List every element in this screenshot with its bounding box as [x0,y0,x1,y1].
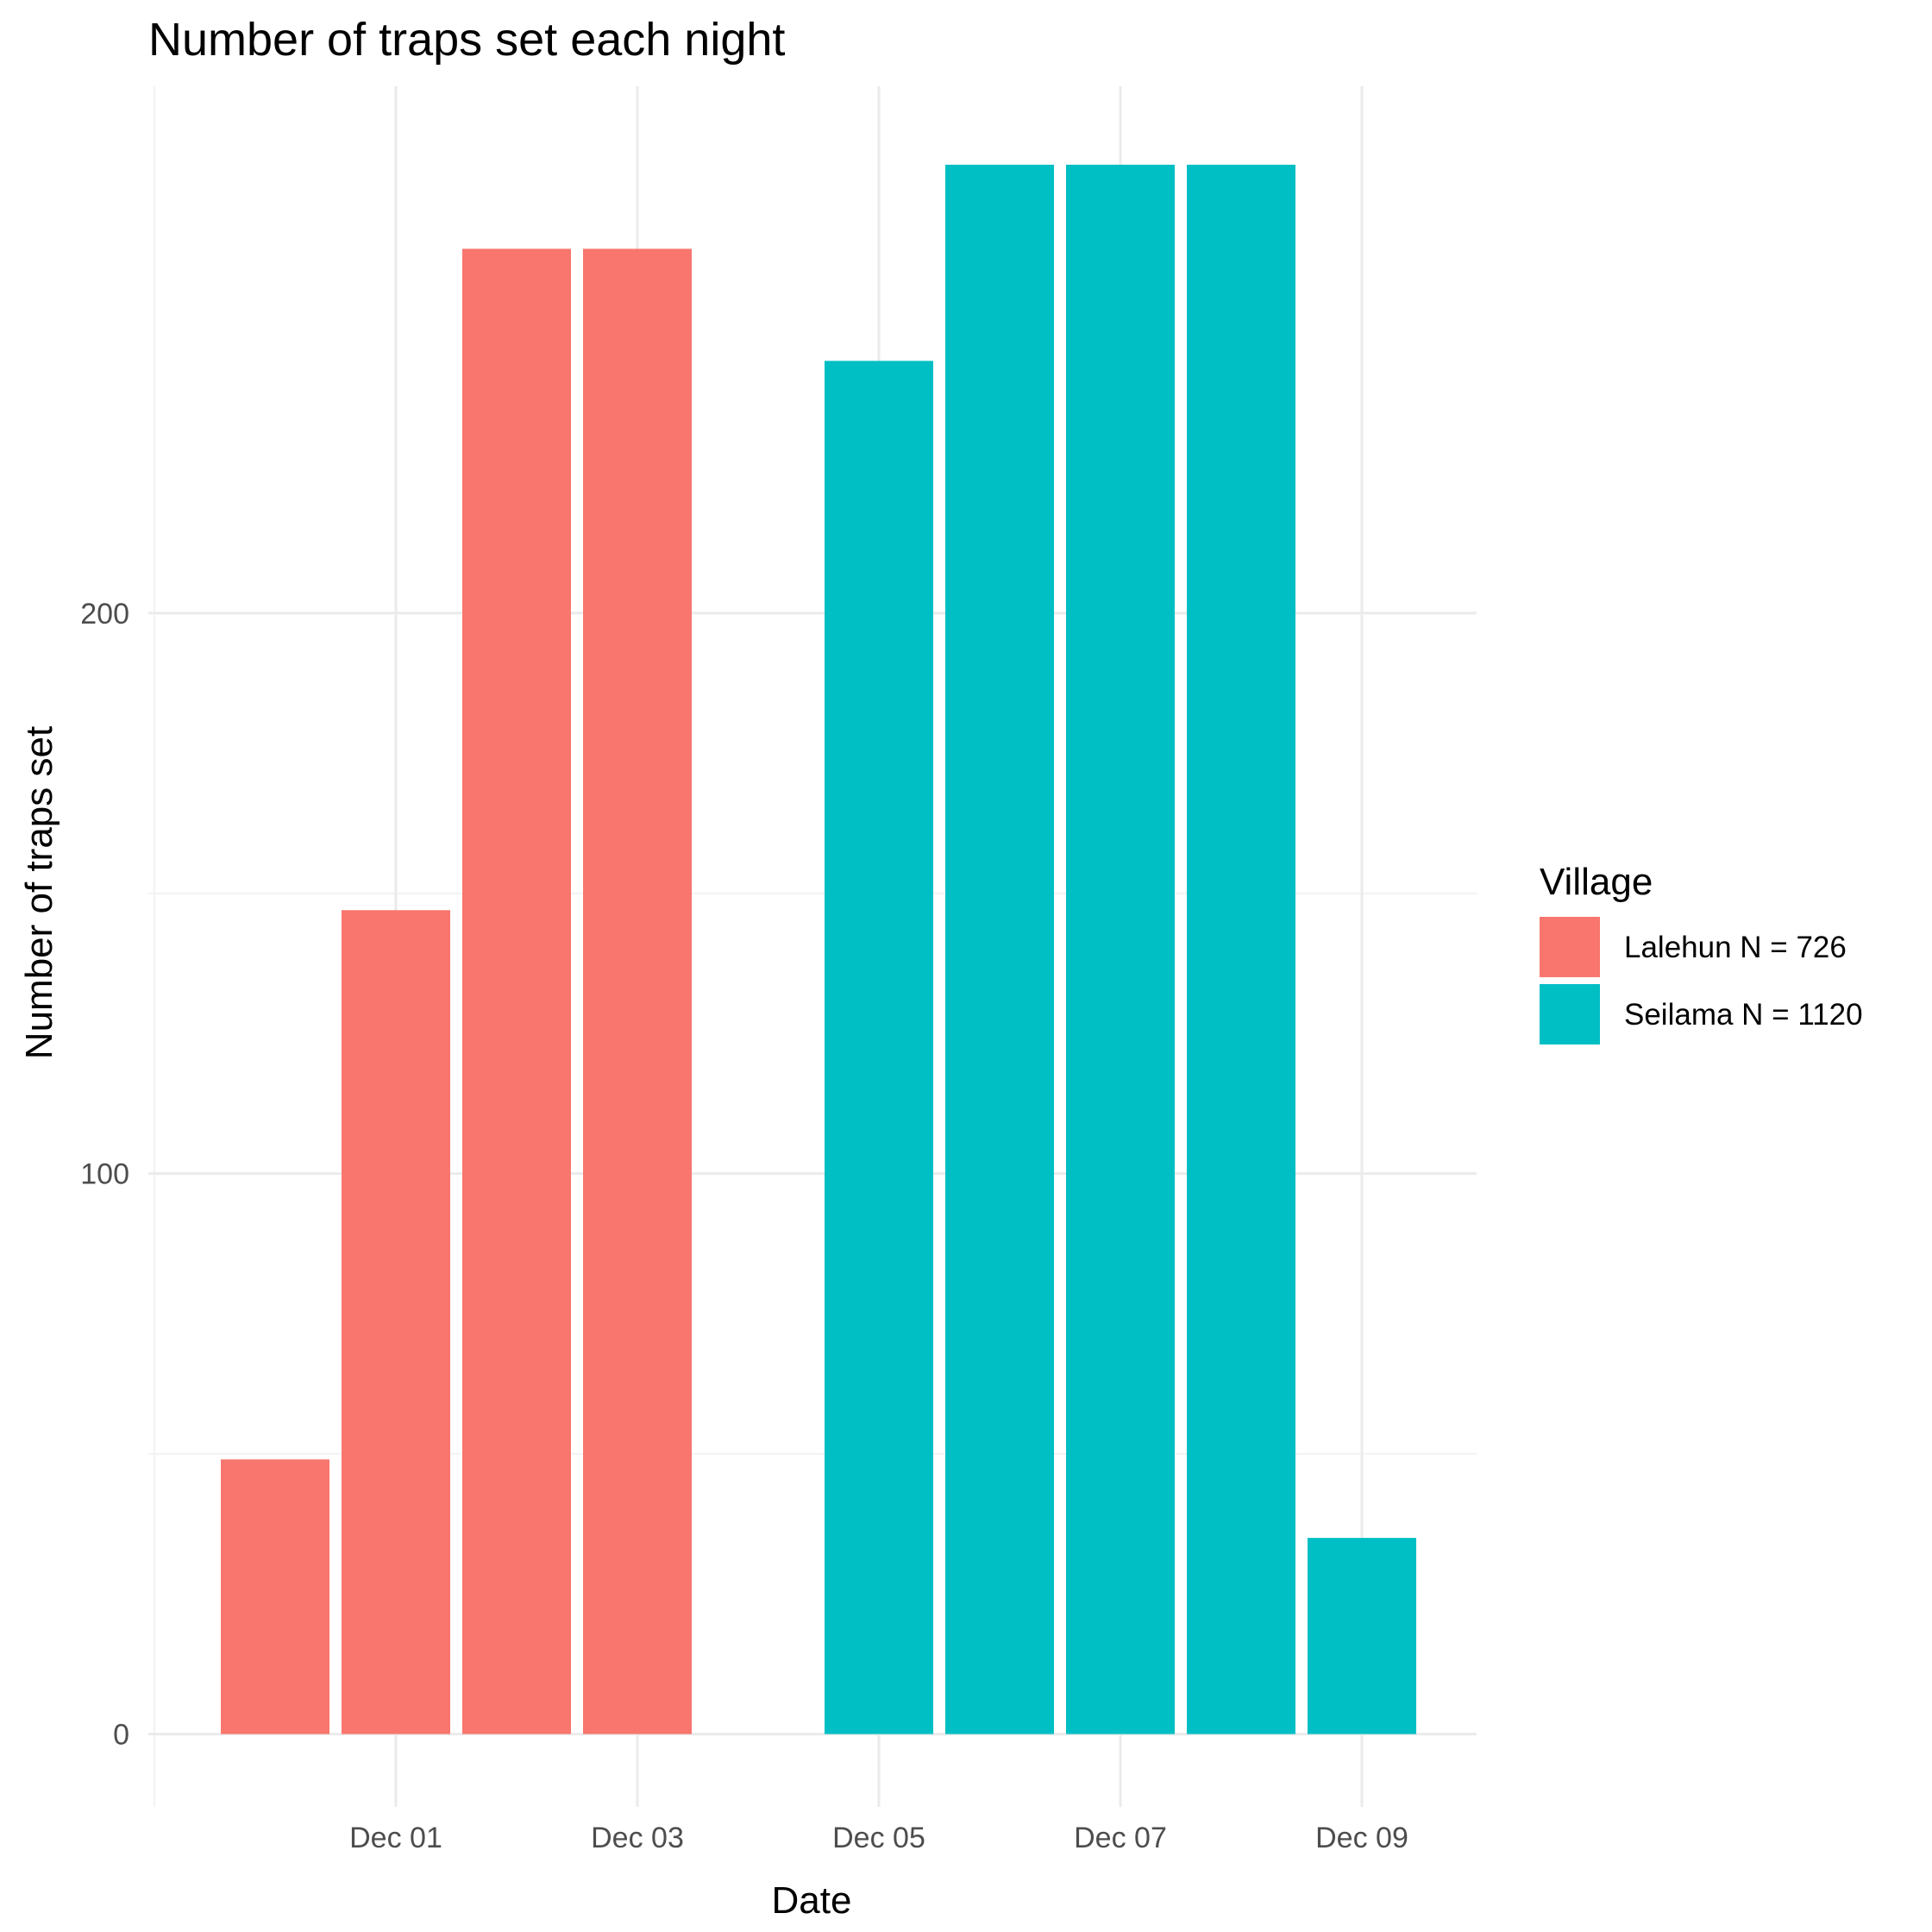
y-tick-label: 200 [80,598,129,630]
y-tick-labels: 0 100 200 [80,598,129,1752]
y-tick-label: 100 [80,1158,129,1191]
x-tick-label: Dec 05 [832,1822,925,1854]
legend-items: Lalehun N = 726 Seilama N = 1120 [1540,917,1863,1044]
y-tick-label: 0 [113,1719,129,1752]
bar [945,164,1054,1734]
x-tick-labels: Dec 01 Dec 03 Dec 05 Dec 07 Dec 09 [349,1822,1408,1854]
bar [342,910,450,1734]
legend-label: Lalehun N = 726 [1624,931,1847,964]
bar [1187,164,1295,1734]
bar [1066,164,1175,1734]
legend-label: Seilama N = 1120 [1624,998,1863,1032]
legend-swatch [1540,984,1600,1044]
y-axis-title: Number of traps set [18,726,60,1059]
bar [583,248,692,1734]
x-tick-label: Dec 07 [1074,1822,1167,1854]
chart-title: Number of traps set each night [148,14,785,66]
legend: Village Lalehun N = 726 Seilama N = 1120 [1540,861,1863,1044]
legend-title: Village [1540,861,1653,903]
x-tick-label: Dec 09 [1315,1822,1408,1854]
x-tick-label: Dec 01 [349,1822,442,1854]
x-tick-label: Dec 03 [591,1822,684,1854]
bar [462,248,571,1734]
legend-swatch [1540,917,1600,977]
x-axis-title: Date [772,1879,852,1922]
bars [221,164,1416,1734]
bar [825,361,933,1734]
bar [1308,1538,1416,1734]
bar [221,1459,329,1734]
